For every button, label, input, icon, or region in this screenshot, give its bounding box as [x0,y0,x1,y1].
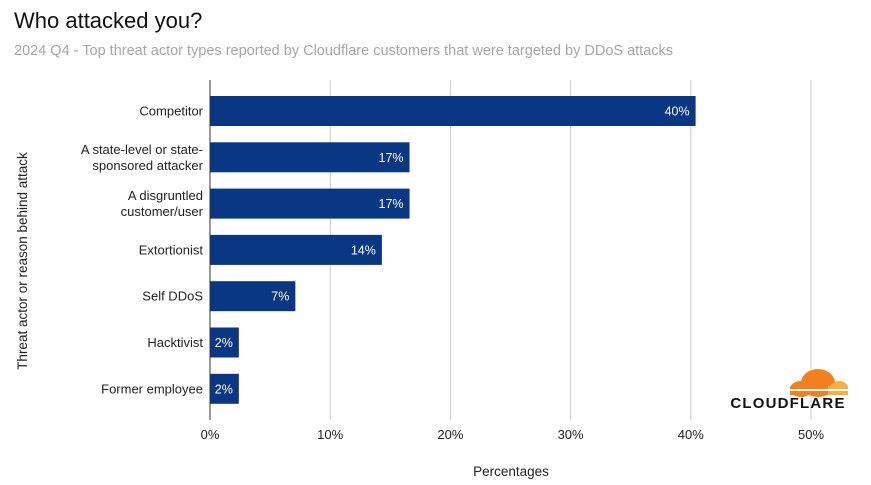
category-label: Former employee [101,381,203,396]
bar [210,234,382,265]
x-tick-labels: 0% 10% 20% 30% 40% 50% [201,427,825,442]
logo-text: CLOUDFLARE [730,395,845,412]
x-tick-label: 0% [201,427,220,442]
category-label: Self DDoS [142,289,203,304]
bar-value-label: 7% [271,290,289,304]
x-axis-title: Percentages [473,464,549,479]
chart-subtitle: 2024 Q4 - Top threat actor types reporte… [14,43,674,59]
bar-value-label: 2% [215,382,233,396]
x-tick-label: 20% [437,427,463,442]
category-labels: Competitor A state-level or state-sponsor… [81,104,204,397]
bar [210,142,410,173]
bar [210,96,696,126]
cloud-icon [788,369,850,397]
cloudflare-logo: CLOUDFLARE [730,369,850,412]
category-label: A state-level or state-sponsored attacke… [81,142,204,173]
x-tick-label: 10% [317,427,343,442]
bar-value-label: 14% [351,243,376,257]
bar-value-label: 17% [379,197,404,211]
x-tick-label: 50% [798,427,824,442]
y-axis-title: Threat actor or reason behind attack [15,152,30,370]
category-label: Competitor [139,104,203,119]
bar-value-label: 17% [379,151,404,165]
bar [210,373,239,404]
x-tick-label: 40% [678,427,704,442]
category-label: Extortionist [139,242,204,257]
x-tick-label: 30% [558,427,584,442]
category-label: Hacktivist [147,335,203,350]
gridlines [329,80,812,420]
category-label: A disgruntled customer/user [121,188,204,219]
bar-value-label: 40% [665,105,690,119]
chart-title: Who attacked you? [14,8,203,33]
bar [210,188,410,219]
bars: 40% 17% 17% 14% 7% 2% 2% [210,96,696,404]
bar [210,281,296,312]
bar [210,327,239,358]
bar-value-label: 2% [215,336,233,350]
